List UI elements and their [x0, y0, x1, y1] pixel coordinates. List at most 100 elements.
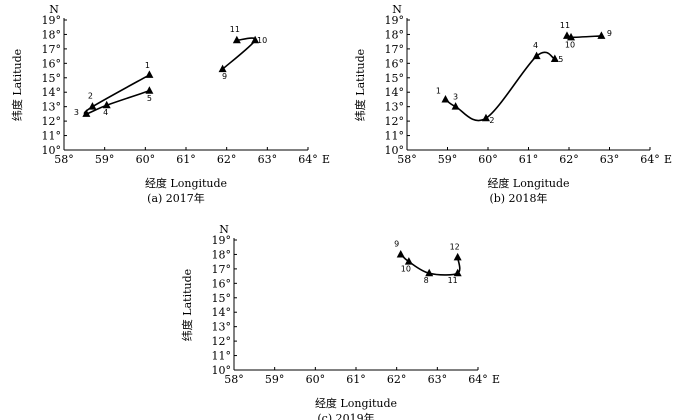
x-tick-label: 59°	[95, 153, 115, 166]
x-tick-label: 61°	[176, 153, 196, 166]
y-tick-label: 18°	[42, 28, 62, 41]
y-tick-label: 19°	[385, 14, 405, 27]
x-tick-label: 61°	[346, 373, 366, 386]
track-point-marker	[145, 70, 154, 78]
track-point-marker	[453, 268, 462, 277]
y-tick-label: 14°	[385, 86, 405, 99]
track-point-label: 2	[489, 116, 494, 125]
x-tick-label: 62°	[387, 373, 407, 386]
north-label: N	[219, 223, 229, 236]
track-point-label: 11	[230, 25, 240, 34]
y-tick-label: 13°	[212, 321, 232, 334]
track-point-marker	[404, 257, 413, 265]
track-point-label: 1	[145, 61, 150, 70]
x-axis-label: 经度 Longitude	[315, 396, 397, 410]
x-tick-label: 60°	[306, 373, 326, 386]
track-line	[444, 51, 556, 122]
x-tick-label: 62°	[217, 153, 237, 166]
track-point-label: 2	[88, 92, 93, 101]
x-tick-label: 64°	[298, 153, 318, 166]
track-point-label: 3	[74, 108, 79, 117]
y-tick-label: 10°	[385, 144, 405, 157]
track-point-label: 11	[448, 276, 458, 285]
x-tick-label: 63°	[258, 153, 278, 166]
track-point-marker	[481, 113, 490, 122]
track-point-marker	[82, 109, 91, 117]
x-axis-label: 经度 Longitude	[145, 176, 227, 190]
track-point-label: 9	[222, 72, 227, 81]
x-axis-label: 经度 Longitude	[487, 176, 569, 190]
x-tick-label: 59°	[438, 153, 458, 166]
y-tick-label: 10°	[212, 364, 232, 377]
track-point-marker	[251, 35, 260, 44]
x-tick-label: 58°	[224, 373, 244, 386]
x-tick-label: 63°	[428, 373, 448, 386]
y-tick-label: 13°	[385, 101, 405, 114]
track-point-label: 3	[453, 93, 458, 102]
y-tick-label: 19°	[212, 234, 232, 247]
track-point-label: 10	[565, 40, 575, 49]
track-point-label: 4	[533, 41, 538, 50]
track-point-label: 9	[394, 239, 399, 248]
y-tick-label: 19°	[42, 14, 62, 27]
track-chart-3: 58° 59° 60° 61° 62° 63° 64° 10°11° 12°13° 14°15° 1…	[180, 223, 500, 420]
x-tick-label: 64°	[640, 153, 660, 166]
x-tick-label: 63°	[600, 153, 620, 166]
panel-caption: (c) 2019年	[317, 411, 374, 420]
y-tick-label: 15°	[212, 292, 232, 305]
x-tick-label: 58°	[54, 153, 74, 166]
x-tick-label: 58°	[397, 153, 417, 166]
track-point-label: 10	[401, 265, 411, 274]
north-label: N	[49, 3, 59, 16]
y-tick-label: 16°	[385, 57, 405, 70]
y-tick-label: 10°	[42, 144, 62, 157]
track-point-label: 12	[450, 242, 460, 251]
x-tick-label: 60°	[478, 153, 498, 166]
east-label: E	[664, 153, 672, 166]
track-point-label: 10	[257, 36, 267, 45]
y-tick-label: 12°	[385, 115, 405, 128]
track-point-marker	[441, 94, 450, 103]
track-point-label: 5	[147, 94, 152, 103]
x-tick-label: 62°	[559, 153, 579, 166]
y-axis-label: 纬度 Latitude	[10, 49, 24, 121]
y-tick-label: 16°	[212, 277, 232, 290]
y-tick-label: 14°	[42, 86, 62, 99]
y-tick-label: 15°	[385, 72, 405, 85]
y-tick-label: 11°	[385, 130, 405, 143]
track-point-label: 9	[607, 29, 612, 38]
track-point-marker	[532, 51, 541, 60]
track-point-marker	[396, 249, 405, 258]
y-tick-label: 18°	[212, 248, 232, 261]
y-tick-label: 11°	[212, 350, 232, 363]
y-tick-label: 12°	[42, 115, 62, 128]
track-point-marker	[218, 64, 227, 73]
x-tick-label: 64°	[468, 373, 488, 386]
track-chart-2: 58° 59° 60° 61° 62° 63° 64° 10°11° 12°13° 14°15° 1…	[353, 3, 672, 205]
track-point-marker	[425, 268, 434, 277]
y-tick-label: 14°	[212, 306, 232, 319]
east-label: E	[322, 153, 330, 166]
east-label: E	[492, 373, 500, 386]
track-point-marker	[88, 102, 97, 110]
x-tick-label: 60°	[136, 153, 156, 166]
x-tick-label: 61°	[519, 153, 539, 166]
panel-caption: (a) 2017年	[147, 191, 205, 205]
track-point-marker	[597, 31, 606, 39]
y-tick-label: 13°	[42, 101, 62, 114]
track-point-marker	[453, 252, 462, 261]
track-point-marker	[567, 32, 576, 41]
y-tick-label: 17°	[212, 263, 232, 276]
track-point-marker	[451, 102, 460, 110]
y-tick-label: 15°	[42, 72, 62, 85]
x-tick-label: 59°	[265, 373, 285, 386]
panel-caption: (b) 2018年	[489, 191, 547, 205]
y-tick-label: 17°	[385, 43, 405, 56]
y-tick-label: 17°	[42, 43, 62, 56]
y-tick-label: 16°	[42, 57, 62, 70]
north-label: N	[392, 3, 402, 16]
track-point-label: 11	[560, 21, 570, 30]
track-point-label: 4	[103, 108, 108, 117]
track-point-marker	[232, 35, 241, 44]
